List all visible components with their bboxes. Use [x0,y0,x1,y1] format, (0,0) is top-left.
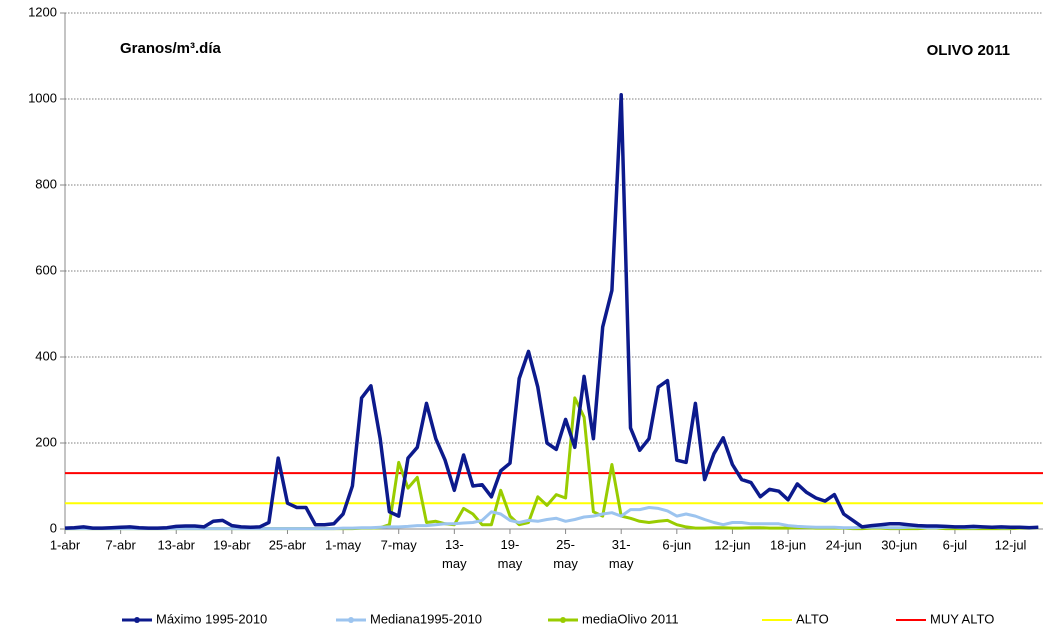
y-tick-label: 1000 [28,90,57,105]
y-tick-label: 1200 [28,4,57,19]
x-tick-label: 30-jun [881,537,917,552]
x-tick-label: 19-abr [213,537,251,552]
x-tick-label: 25-may [553,537,578,571]
series-line [64,92,1039,530]
x-tick-label: 1-may [325,537,362,552]
x-tick-label: 25-abr [269,537,307,552]
x-tick-label: 18-jun [770,537,806,552]
y-tick-label: 200 [35,434,57,449]
legend-label: Mediana1995-2010 [370,611,482,626]
legend-marker [134,617,140,623]
legend-label: mediaOlivo 2011 [582,611,679,626]
legend-marker [560,617,566,623]
x-tick-label: 13-abr [157,537,195,552]
y-tick-label: 400 [35,348,57,363]
x-tick-label: 7-abr [105,537,136,552]
legend-label: Máximo 1995-2010 [156,611,267,626]
y-tick-label: 800 [35,176,57,191]
y-tick-label: 0 [50,520,57,535]
legend-marker [348,617,354,623]
x-tick-label: 19-may [498,537,523,571]
x-tick-label: 13-may [442,537,467,571]
x-tick-label: 6-jul [943,537,968,552]
legend-label: MUY ALTO [930,611,994,626]
x-tick-label: 24-jun [826,537,862,552]
x-tick-label: 31-may [609,537,634,571]
x-tick-label: 7-may [381,537,418,552]
x-tick-label: 12-jun [714,537,750,552]
x-tick-label: 1-abr [50,537,81,552]
x-tick-label: 6-jun [662,537,691,552]
x-tick-label: 12-jul [995,537,1027,552]
y-tick-label: 600 [35,262,57,277]
series-line [65,506,1039,531]
title-annotation: OLIVO 2011 [927,42,1010,59]
legend-label: ALTO [796,611,829,626]
unit-annotation: Granos/m³.día [120,40,222,57]
series-line [65,396,1039,531]
